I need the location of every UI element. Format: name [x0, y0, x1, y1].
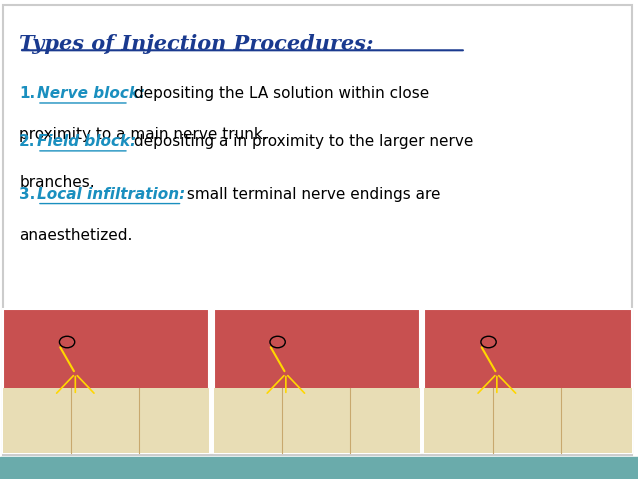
Text: Local infiltration:: Local infiltration:	[37, 187, 185, 202]
Bar	[214, 309, 420, 453]
Bar	[3, 388, 209, 453]
Text: Nerve block:: Nerve block:	[37, 86, 145, 101]
Text: anaesthetized.: anaesthetized.	[19, 228, 133, 242]
Text: depositing the LA solution within close: depositing the LA solution within close	[129, 86, 429, 101]
Text: branches.: branches.	[19, 175, 95, 190]
Bar	[424, 309, 632, 453]
Text: 1.: 1.	[19, 86, 35, 101]
Text: Field block:: Field block:	[37, 134, 137, 149]
Text: depositing a in proximity to the larger nerve: depositing a in proximity to the larger …	[129, 134, 473, 149]
Bar	[0, 457, 638, 479]
Text: 3.: 3.	[19, 187, 35, 202]
Text: 2.: 2.	[19, 134, 36, 149]
Bar	[424, 388, 632, 453]
Bar	[3, 309, 209, 453]
Text: small terminal nerve endings are: small terminal nerve endings are	[182, 187, 441, 202]
Text: Types of Injection Procedures:: Types of Injection Procedures:	[19, 34, 374, 54]
Text: proximity to a main nerve trunk.: proximity to a main nerve trunk.	[19, 127, 268, 142]
Bar	[214, 388, 420, 453]
